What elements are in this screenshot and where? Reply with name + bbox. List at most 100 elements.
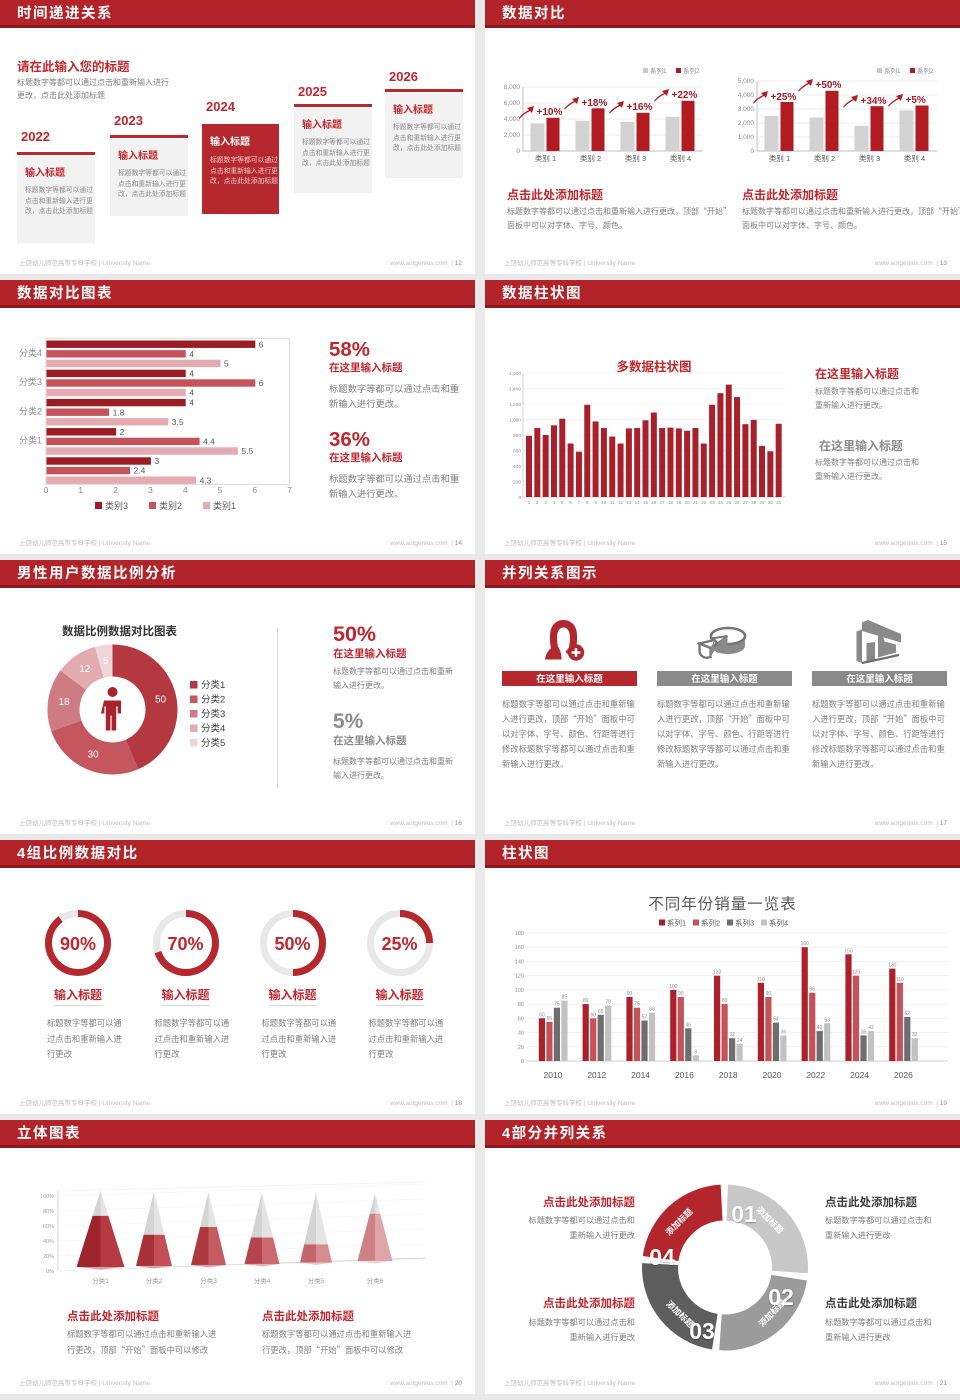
svg-text:分类2: 分类2 (201, 692, 225, 706)
svg-text:4: 4 (183, 484, 188, 496)
svg-text:20: 20 (518, 1043, 524, 1051)
svg-text:1,600: 1,600 (509, 370, 521, 377)
svg-text:180: 180 (515, 929, 524, 937)
svg-text:16: 16 (651, 500, 657, 506)
svg-text:15: 15 (643, 500, 649, 506)
svg-text:11: 11 (610, 500, 615, 506)
svg-text:32: 32 (912, 1031, 918, 1038)
svg-text:10: 10 (601, 500, 607, 506)
svg-text:27: 27 (743, 500, 749, 506)
svg-text:600: 600 (513, 447, 521, 454)
svg-text:36: 36 (781, 1028, 787, 1035)
svg-text:系列2: 系列2 (683, 65, 700, 75)
svg-text:5: 5 (218, 484, 223, 496)
svg-text:200: 200 (513, 478, 521, 485)
svg-text:2026: 2026 (894, 1069, 913, 1081)
svg-text:25: 25 (726, 500, 732, 506)
svg-text:类别2: 类别2 (159, 499, 182, 512)
svg-text:68: 68 (649, 1006, 655, 1013)
svg-text:12: 12 (79, 660, 91, 675)
svg-text:80: 80 (722, 997, 728, 1004)
svg-text:系列1: 系列1 (884, 65, 901, 75)
svg-text:57: 57 (642, 1014, 648, 1021)
svg-text:120: 120 (515, 972, 524, 980)
svg-text:4: 4 (189, 368, 194, 380)
svg-text:类别 2: 类别 2 (814, 153, 835, 164)
svg-text:800: 800 (513, 432, 521, 439)
svg-text:120: 120 (852, 969, 861, 976)
svg-text:0: 0 (516, 145, 520, 155)
svg-text:0: 0 (750, 145, 754, 155)
svg-text:60%: 60% (43, 1222, 54, 1230)
svg-text:类别3: 类别3 (105, 499, 128, 512)
svg-text:60: 60 (518, 1014, 524, 1022)
svg-text:100: 100 (669, 983, 678, 990)
svg-text:0: 0 (44, 484, 49, 496)
svg-text:42: 42 (817, 1024, 823, 1031)
svg-text:8: 8 (694, 1048, 697, 1055)
svg-text:类别 3: 类别 3 (625, 153, 646, 164)
svg-text:4: 4 (189, 387, 194, 399)
svg-text:12: 12 (618, 500, 624, 506)
svg-text:5.5: 5.5 (241, 445, 253, 457)
svg-text:分类2: 分类2 (19, 404, 42, 417)
svg-text:78: 78 (605, 999, 611, 1006)
svg-text:54: 54 (773, 1016, 779, 1023)
svg-text:分类4: 分类4 (201, 721, 225, 735)
svg-text:50: 50 (155, 691, 167, 706)
svg-text:7: 7 (578, 500, 581, 506)
svg-text:系列1: 系列1 (650, 65, 667, 75)
svg-text:系列1: 系列1 (667, 918, 686, 929)
svg-text:19: 19 (676, 500, 682, 506)
svg-text:8: 8 (586, 500, 589, 506)
svg-text:110: 110 (757, 976, 765, 983)
svg-text:2018: 2018 (719, 1069, 738, 1081)
svg-text:75: 75 (554, 1001, 560, 1008)
svg-text:30: 30 (87, 745, 99, 760)
svg-text:24: 24 (737, 1037, 743, 1044)
svg-text:分类3: 分类3 (19, 375, 42, 388)
svg-text:8,000: 8,000 (504, 81, 521, 91)
svg-text:2020: 2020 (763, 1069, 782, 1081)
svg-text:分类6: 分类6 (367, 1275, 384, 1285)
svg-text:类别1: 类别1 (213, 499, 236, 512)
svg-text:20%: 20% (43, 1252, 54, 1260)
svg-text:21: 21 (693, 500, 699, 506)
svg-text:6: 6 (259, 377, 264, 389)
svg-text:42: 42 (868, 1024, 874, 1031)
svg-text:100: 100 (515, 986, 524, 994)
svg-text:90: 90 (766, 990, 772, 997)
svg-text:系列4: 系列4 (769, 918, 788, 929)
svg-text:80: 80 (518, 1000, 524, 1008)
svg-text:90: 90 (627, 990, 633, 997)
svg-text:2,000: 2,000 (504, 129, 521, 139)
svg-text:分类2: 分类2 (146, 1275, 163, 1285)
svg-text:0%: 0% (46, 1267, 54, 1275)
svg-text:2022: 2022 (806, 1069, 825, 1081)
svg-text:3: 3 (544, 500, 547, 506)
svg-text:0: 0 (518, 494, 521, 501)
svg-text:2014: 2014 (631, 1069, 650, 1081)
svg-text:31: 31 (776, 500, 782, 506)
svg-text:140: 140 (515, 957, 524, 965)
svg-text:2,000: 2,000 (738, 117, 755, 127)
svg-text:2: 2 (536, 500, 539, 506)
svg-text:1,000: 1,000 (738, 131, 755, 141)
svg-text:4,000: 4,000 (504, 113, 521, 123)
svg-text:6: 6 (569, 500, 572, 506)
svg-text:3: 3 (154, 455, 159, 467)
svg-text:24: 24 (718, 500, 724, 506)
svg-text:29: 29 (760, 500, 766, 506)
svg-text:36: 36 (861, 1028, 867, 1035)
svg-text:80%: 80% (43, 1207, 54, 1215)
svg-text:400: 400 (513, 463, 521, 470)
svg-text:22: 22 (701, 500, 707, 506)
svg-text:4.4: 4.4 (203, 436, 215, 448)
svg-text:3,000: 3,000 (738, 103, 755, 113)
svg-text:系列2: 系列2 (917, 65, 934, 75)
svg-text:分类1: 分类1 (92, 1275, 109, 1285)
svg-text:分类1: 分类1 (19, 434, 42, 447)
svg-text:30: 30 (768, 500, 774, 506)
svg-text:9: 9 (594, 500, 597, 506)
svg-text:类别 3: 类别 3 (859, 153, 880, 164)
